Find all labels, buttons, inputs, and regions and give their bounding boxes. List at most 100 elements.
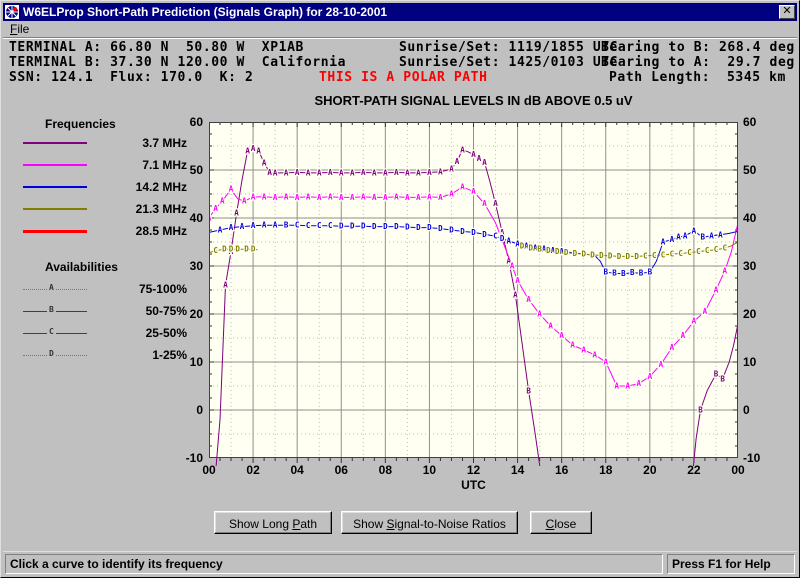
availability-marker: A xyxy=(213,204,218,213)
availability-marker: A xyxy=(659,360,664,369)
availability-marker: A xyxy=(548,322,553,331)
show-long-path-button[interactable]: Show Long Path xyxy=(214,511,332,534)
availability-marker: C xyxy=(705,246,710,255)
bearing-to-b: Bearing to B: 268.4 deg xyxy=(601,40,795,55)
availability-marker: A xyxy=(229,223,234,232)
curve-3-7-MHz[interactable] xyxy=(215,147,541,466)
availability-marker: C xyxy=(670,250,675,259)
availability-marker: A xyxy=(581,346,586,355)
availability-marker: A xyxy=(460,182,465,191)
freq-label: 21.3 MHz xyxy=(135,202,187,216)
close-dialog-button[interactable]: Close xyxy=(530,511,592,534)
availability-marker: A xyxy=(670,235,675,244)
curve-21-3-MHz[interactable] xyxy=(209,248,258,254)
availability-marker: C xyxy=(723,244,728,253)
availability-marker: A xyxy=(592,350,597,359)
availability-marker: A xyxy=(570,341,575,350)
window-title: W6ELProp Short-Path Prediction (Signals … xyxy=(23,5,388,19)
avail-label: 1-25% xyxy=(152,348,187,362)
availability-marker: A xyxy=(507,257,512,266)
availability-marker: C xyxy=(306,221,311,230)
curve-14-2-MHz[interactable] xyxy=(209,224,738,275)
availability-marker: D xyxy=(617,252,622,261)
availability-marker: A xyxy=(714,286,719,295)
availability-marker: B xyxy=(630,268,635,277)
availability-marker: A xyxy=(229,185,234,194)
help-hint: Press F1 for Help xyxy=(667,554,795,574)
availability-marker: A xyxy=(220,197,225,206)
availability-marker: B xyxy=(621,269,626,278)
availability-marker: D xyxy=(626,252,631,261)
availability-marker: D xyxy=(251,245,256,254)
curve-21-3-MHz[interactable] xyxy=(521,241,738,257)
availability-marker: B xyxy=(603,268,608,277)
availability-marker: B xyxy=(714,370,719,379)
availability-marker: A xyxy=(559,331,564,340)
availability-marker: A xyxy=(262,158,267,167)
curve-7-1-MHz[interactable] xyxy=(209,186,738,387)
availability-marker: A xyxy=(339,193,344,202)
statusbar: Click a curve to identify its frequency … xyxy=(3,551,797,575)
legend-item-3-7mhz[interactable]: 3.7 MHz xyxy=(19,136,197,150)
availability-marker: C xyxy=(213,246,218,255)
y-axis-label-right: 40 xyxy=(743,211,757,225)
legend-avail-a: A 75-100% xyxy=(19,282,197,296)
avail-letter: D xyxy=(47,349,56,358)
menu-file[interactable]: File xyxy=(10,22,30,36)
availability-marker: A xyxy=(317,168,322,177)
availability-marker: A xyxy=(240,222,245,231)
availability-marker: A xyxy=(284,192,289,201)
availability-marker: A xyxy=(471,150,476,159)
freq-label: 3.7 MHz xyxy=(142,136,187,150)
y-axis-label-right: 0 xyxy=(743,403,750,417)
x-axis-label: 06 xyxy=(334,463,348,477)
availability-marker: A xyxy=(482,158,487,167)
availability-marker: A xyxy=(267,168,272,177)
avail-label: 50-75% xyxy=(145,304,187,318)
availability-marker: A xyxy=(681,331,686,340)
availability-marker: A xyxy=(262,192,267,201)
availability-marker: A xyxy=(471,187,476,196)
x-axis-label: 16 xyxy=(554,463,569,477)
availability-marker: A xyxy=(709,231,714,240)
legend-item-21-3mhz[interactable]: 21.3 MHz xyxy=(19,202,197,216)
availability-marker: B xyxy=(537,245,542,254)
close-button[interactable]: ✕ xyxy=(779,5,795,19)
legend-item-28-5mhz[interactable]: 28.5 MHz xyxy=(19,224,197,238)
availability-marker: A xyxy=(477,154,482,163)
sunrise-set-b: Sunrise/Set: 1425/0103 UTC xyxy=(399,55,619,70)
availability-marker: A xyxy=(723,266,728,275)
y-axis-label-right: 30 xyxy=(743,259,757,273)
availability-marker: A xyxy=(251,221,256,230)
availability-marker: B xyxy=(639,269,644,278)
availability-marker: A xyxy=(510,262,515,271)
availability-marker: A xyxy=(626,382,631,391)
legend-item-14-2mhz[interactable]: 14.2 MHz xyxy=(19,180,197,194)
availability-marker: A xyxy=(533,243,538,252)
availability-marker: A xyxy=(648,372,653,381)
availability-marker: D xyxy=(460,227,465,236)
availability-marker: A xyxy=(405,168,410,177)
availability-marker: A xyxy=(242,197,247,206)
y-axis-label-left: 60 xyxy=(189,115,203,129)
availability-marker: A xyxy=(537,310,542,319)
frequencies-legend-title: Frequencies xyxy=(45,117,116,131)
availability-marker: C xyxy=(317,221,322,230)
legend-item-7-1mhz[interactable]: 7.1 MHz xyxy=(19,158,197,172)
availability-marker: A xyxy=(507,237,512,246)
availability-marker: A xyxy=(251,192,256,201)
availability-marker: C xyxy=(328,221,333,230)
availability-marker: C xyxy=(493,232,498,241)
curve-3-7-MHz[interactable] xyxy=(692,323,738,466)
availability-marker: A xyxy=(718,230,723,239)
availability-marker: A xyxy=(383,193,388,202)
app-icon xyxy=(5,5,19,19)
y-axis-label-right: 60 xyxy=(743,115,757,129)
show-snr-button[interactable]: Show Signal-to-Noise Ratios xyxy=(341,511,518,534)
availability-marker: A xyxy=(209,214,212,223)
availability-marker: A xyxy=(524,241,529,250)
availability-marker: A xyxy=(676,233,681,242)
availability-marker: A xyxy=(229,247,234,256)
